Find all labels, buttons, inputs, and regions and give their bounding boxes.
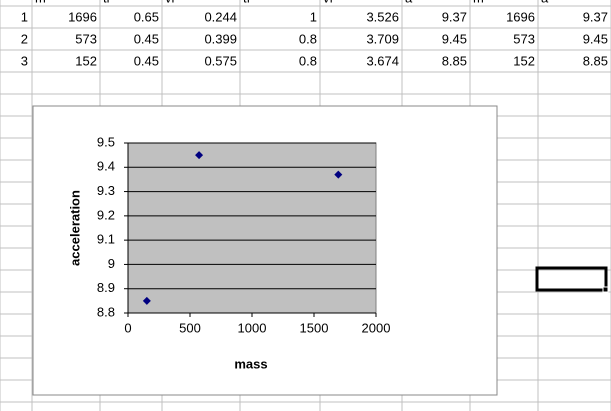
x-axis-label: mass <box>234 356 267 371</box>
cell: 9.45 <box>442 31 467 46</box>
y-tick-label: 9.1 <box>97 232 115 247</box>
cell: 1 <box>310 9 317 24</box>
row-label: 3 <box>21 53 28 68</box>
cell: 0.45 <box>134 31 159 46</box>
header-cell: m <box>473 0 484 5</box>
header-cell: tf <box>243 0 251 5</box>
header-cell: a <box>541 0 549 5</box>
fill-handle[interactable] <box>602 286 609 293</box>
cell: 573 <box>513 31 535 46</box>
header-cell: vf <box>323 0 334 5</box>
cell: 1696 <box>68 9 97 24</box>
cell: 9.37 <box>442 9 467 24</box>
row-label: 1 <box>21 9 28 24</box>
header-cell: vi <box>165 0 175 5</box>
cell: 0.399 <box>204 31 237 46</box>
y-tick-label: 9.4 <box>97 159 115 174</box>
cell: 152 <box>513 53 535 68</box>
header-cell: a <box>405 0 413 5</box>
cell: 152 <box>75 53 97 68</box>
cell: 0.8 <box>299 53 317 68</box>
cell: 9.45 <box>583 31 608 46</box>
cell: 0.575 <box>204 53 237 68</box>
cell: 3.526 <box>366 9 399 24</box>
chart: 8.8 8.9 9 9.1 9.2 9.3 9.4 9.5 0 500 1000 1500 2000 <box>97 134 391 335</box>
x-tick-label: 1500 <box>300 320 329 335</box>
cell: 573 <box>75 31 97 46</box>
y-tick-label: 8.8 <box>97 304 115 319</box>
plot-area <box>127 142 377 314</box>
cell: 1696 <box>506 9 535 24</box>
cell: 9.37 <box>583 9 608 24</box>
y-tick-label: 8.9 <box>97 280 115 295</box>
cell: 0.8 <box>299 31 317 46</box>
cell: 8.85 <box>583 53 608 68</box>
y-tick-label: 9 <box>108 256 115 271</box>
cell: 0.45 <box>134 53 159 68</box>
cell: 0.244 <box>204 9 237 24</box>
x-tick-label: 1000 <box>238 320 267 335</box>
y-tick-label: 9.2 <box>97 207 115 222</box>
data-point <box>195 151 204 160</box>
cell: 8.85 <box>442 53 467 68</box>
header-cell: m <box>35 0 46 5</box>
x-tick-label: 500 <box>179 320 201 335</box>
x-tick-label: 2000 <box>362 320 391 335</box>
row-label: 2 <box>21 31 28 46</box>
cell: 3.674 <box>366 53 399 68</box>
cell: 0.65 <box>134 9 159 24</box>
selected-cell[interactable] <box>535 266 608 292</box>
header-cell: ti <box>103 0 110 5</box>
cell: 3.709 <box>366 31 399 46</box>
y-tick-label: 9.5 <box>97 134 115 149</box>
x-tick-label: 0 <box>124 320 131 335</box>
y-axis-label: acceleration <box>67 190 82 266</box>
data-point <box>334 170 343 179</box>
data-point <box>142 296 151 305</box>
y-tick-label: 9.3 <box>97 183 115 198</box>
